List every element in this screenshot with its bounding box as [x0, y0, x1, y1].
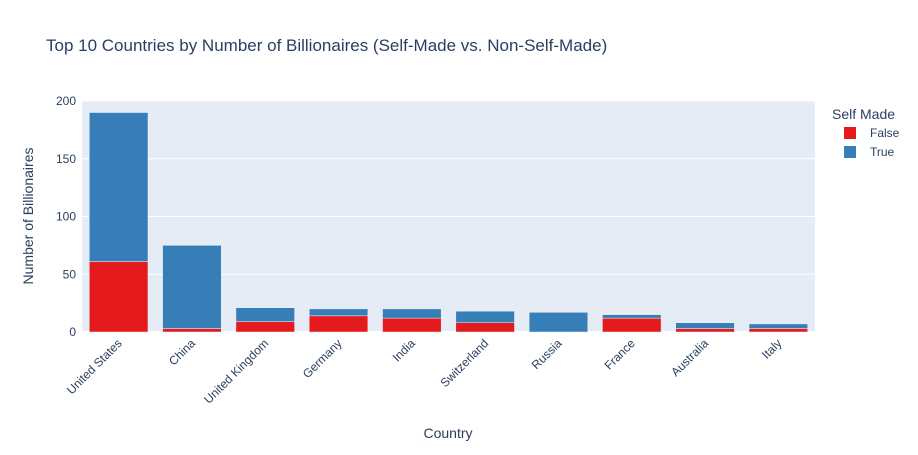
x-tick-label: China: [166, 336, 198, 368]
x-tick-label: Switzerland: [438, 336, 492, 390]
x-tick-label: United States: [64, 336, 125, 397]
bar-true[interactable]: [455, 310, 515, 324]
y-tick-label: 0: [69, 325, 76, 339]
y-tick-label: 150: [56, 152, 76, 166]
x-axis-label: Country: [423, 425, 472, 441]
chart-title: Top 10 Countries by Number of Billionair…: [46, 36, 607, 55]
x-tick-label: Australia: [668, 336, 711, 379]
legend-label: False: [870, 126, 900, 140]
bar-true[interactable]: [748, 323, 808, 329]
legend-label: True: [870, 145, 895, 159]
legend-title: Self Made: [832, 106, 895, 122]
x-tick-label: France: [602, 336, 639, 373]
y-tick-label: 200: [56, 94, 76, 108]
x-tick-label: Russia: [529, 336, 565, 372]
bar-true[interactable]: [528, 312, 589, 333]
x-tick-label: India: [390, 336, 419, 365]
bar-true[interactable]: [89, 112, 149, 262]
y-axis-label: Number of Billionaires: [20, 148, 36, 285]
legend: Self Made False True: [832, 106, 900, 159]
legend-item-false[interactable]: False: [844, 126, 900, 140]
x-tick-label: Germany: [300, 336, 345, 381]
bar-false[interactable]: [162, 328, 222, 333]
bar-true[interactable]: [308, 308, 369, 317]
bar-false[interactable]: [382, 317, 442, 333]
y-tick-label: 50: [63, 267, 77, 281]
legend-swatch: [844, 127, 856, 139]
bar-true[interactable]: [602, 314, 662, 319]
bar-false[interactable]: [602, 317, 662, 333]
bar-true[interactable]: [235, 307, 295, 322]
bar-true[interactable]: [675, 322, 735, 329]
legend-swatch: [844, 146, 856, 158]
bar-false[interactable]: [89, 261, 149, 333]
x-tick-label: Italy: [759, 336, 784, 361]
bar-false[interactable]: [748, 328, 808, 333]
legend-item-true[interactable]: True: [844, 145, 895, 159]
bar-true[interactable]: [162, 245, 222, 329]
bar-false[interactable]: [235, 321, 295, 333]
bar-false[interactable]: [455, 322, 515, 333]
bar-true[interactable]: [382, 308, 442, 319]
bar-false[interactable]: [675, 328, 735, 333]
x-tick-label: United Kingdom: [201, 336, 271, 406]
y-tick-label: 100: [56, 210, 76, 224]
bar-false[interactable]: [308, 315, 369, 333]
